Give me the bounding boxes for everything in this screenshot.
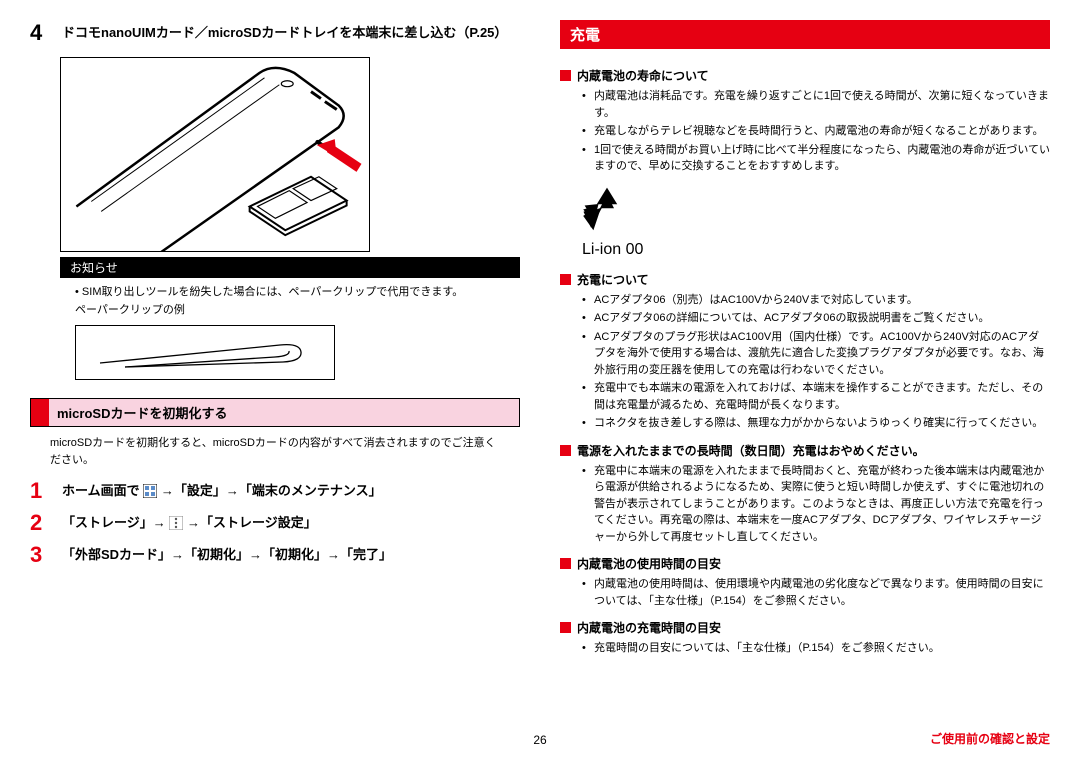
sec3-head: 電源を入れたままでの長時間（数日間）充電はおやめください。	[560, 442, 1050, 459]
apps-grid-icon	[143, 484, 157, 498]
red-square-icon	[560, 558, 571, 569]
notice-bullet: SIM取り出しツールを紛失した場合には、ペーパークリップで代用できます。	[82, 286, 463, 298]
sec2-list: ACアダプタ06（別売）はAC100Vから240Vまで対応しています。ACアダプ…	[582, 292, 1050, 434]
step-1: 1 ホーム画面で →「設定」→「端末のメンテナンス」	[30, 478, 520, 504]
list-item: 充電中に本端末の電源を入れたままで長時間おくと、充電が終わった後本端末は内蔵電池…	[582, 463, 1050, 546]
sec1-list: 内蔵電池は消耗品です。充電を繰り返すごとに1回で使える時間が、次第に短くなってい…	[582, 88, 1050, 177]
phone-svg	[61, 58, 369, 251]
more-dots-icon	[169, 516, 183, 530]
section-header-text: microSDカードを初期化する	[49, 399, 519, 426]
step-number: 3	[30, 542, 52, 568]
red-square-icon	[560, 622, 571, 633]
step-text: ホーム画面で →「設定」→「端末のメンテナンス」	[62, 478, 382, 501]
step-number: 1	[30, 478, 52, 504]
step-text: 「ストレージ」→ →「ストレージ設定」	[62, 510, 317, 533]
format-warning: microSDカードを初期化すると、microSDカードの内容がすべて消去されま…	[50, 435, 500, 468]
list-item: 充電中でも本端末の電源を入れておけば、本端末を操作することができます。ただし、そ…	[582, 380, 1050, 413]
red-arrow-icon	[317, 139, 362, 172]
recycle-icon	[582, 185, 632, 235]
right-column: 充電 内蔵電池の寿命について 内蔵電池は消耗品です。充電を繰り返すごとに1回で使…	[560, 20, 1050, 720]
sec1-head: 内蔵電池の寿命について	[560, 67, 1050, 84]
red-square-icon	[560, 445, 571, 456]
step2-prefix: 「ストレージ」→	[62, 515, 169, 530]
list-item: 充電時間の目安については、「主な仕様」（P.154）をご参照ください。	[582, 640, 1050, 657]
page-number: 26	[533, 733, 546, 747]
step-number: 2	[30, 510, 52, 536]
step-number: 4	[30, 20, 52, 46]
red-strip	[31, 399, 49, 426]
paperclip-illustration	[75, 325, 335, 380]
red-square-icon	[560, 274, 571, 285]
list-item: 内蔵電池の使用時間は、使用環境や内蔵電池の劣化度などで異なります。使用時間の目安…	[582, 576, 1050, 609]
sec5-head: 内蔵電池の充電時間の目安	[560, 619, 1050, 636]
list-item: ACアダプタ06の詳細については、ACアダプタ06の取扱説明書をご覧ください。	[582, 310, 1050, 327]
step2-mid: →「ストレージ設定」	[187, 515, 317, 530]
list-item: 内蔵電池は消耗品です。充電を繰り返すごとに1回で使える時間が、次第に短くなってい…	[582, 88, 1050, 121]
page-columns: 4 ドコモnanoUIMカード／microSDカードトレイを本端末に差し込む（P…	[30, 20, 1050, 720]
sec4-head: 内蔵電池の使用時間の目安	[560, 555, 1050, 572]
left-column: 4 ドコモnanoUIMカード／microSDカードトレイを本端末に差し込む（P…	[30, 20, 520, 720]
notice-body: • SIM取り出しツールを紛失した場合には、ペーパークリップで代用できます。 ペ…	[75, 284, 520, 319]
recycle-text: Li-ion 00	[582, 241, 1050, 259]
charging-header: 充電	[560, 20, 1050, 49]
section-header-microsd: microSDカードを初期化する	[30, 398, 520, 427]
list-item: ACアダプタのプラグ形状はAC100V用（国内仕様）です。AC100Vから240…	[582, 329, 1050, 379]
sec3-list: 充電中に本端末の電源を入れたままで長時間おくと、充電が終わった後本端末は内蔵電池…	[582, 463, 1050, 548]
list-item: コネクタを抜き差しする際は、無理な力がかからないようゆっくり確実に行ってください…	[582, 415, 1050, 432]
sec4-list: 内蔵電池の使用時間は、使用環境や内蔵電池の劣化度などで異なります。使用時間の目安…	[582, 576, 1050, 611]
recycle-block: Li-ion 00	[582, 185, 1050, 259]
step1-mid: →「設定」→「端末のメンテナンス」	[161, 483, 382, 498]
step-4: 4 ドコモnanoUIMカード／microSDカードトレイを本端末に差し込む（P…	[30, 20, 520, 46]
phone-tray-illustration	[60, 57, 370, 252]
step-text: ドコモnanoUIMカード／microSDカードトレイを本端末に差し込む（P.2…	[62, 20, 507, 43]
step-text: 「外部SDカード」→「初期化」→「初期化」→「完了」	[62, 542, 392, 565]
footer-section-label: ご使用前の確認と設定	[930, 730, 1050, 747]
step1-prefix: ホーム画面で	[62, 483, 143, 498]
list-item: 充電しながらテレビ視聴などを長時間行うと、内蔵電池の寿命が短くなることがあります…	[582, 123, 1050, 140]
red-square-icon	[560, 70, 571, 81]
step-3: 3 「外部SDカード」→「初期化」→「初期化」→「完了」	[30, 542, 520, 568]
sec2-head: 充電について	[560, 271, 1050, 288]
list-item: 1回で使える時間がお買い上げ時に比べて半分程度になったら、内蔵電池の寿命が近づい…	[582, 142, 1050, 175]
list-item: ACアダプタ06（別売）はAC100Vから240Vまで対応しています。	[582, 292, 1050, 309]
notice-label: お知らせ	[60, 257, 520, 278]
paperclip-caption: ペーパークリップの例	[75, 304, 185, 316]
sec5-list: 充電時間の目安については、「主な仕様」（P.154）をご参照ください。	[582, 640, 1050, 659]
step-2: 2 「ストレージ」→ →「ストレージ設定」	[30, 510, 520, 536]
